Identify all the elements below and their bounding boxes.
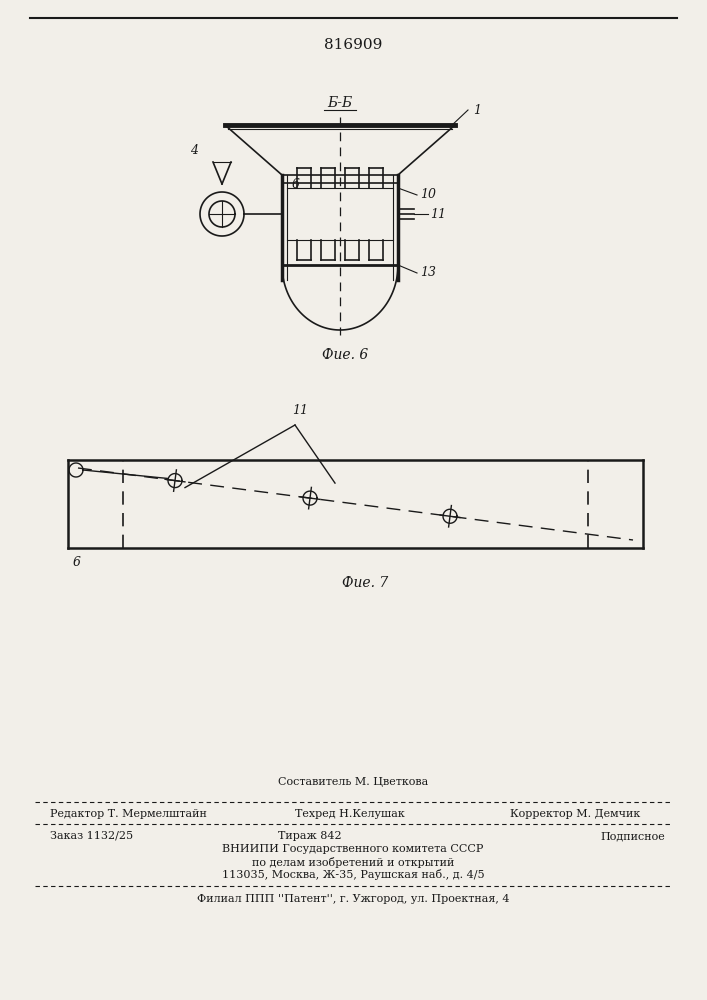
Text: 6: 6 — [292, 178, 300, 191]
Text: 11: 11 — [430, 208, 446, 221]
Text: Филиал ППП ''Патент'', г. Ужгород, ул. Проектная, 4: Филиал ППП ''Патент'', г. Ужгород, ул. П… — [197, 894, 509, 904]
Text: 13: 13 — [420, 266, 436, 279]
Text: Корректор М. Демчик: Корректор М. Демчик — [510, 809, 641, 819]
Text: Техред Н.Келушак: Техред Н.Келушак — [295, 809, 404, 819]
Text: Фие. 7: Фие. 7 — [342, 576, 389, 590]
Text: 10: 10 — [420, 188, 436, 202]
Text: 6: 6 — [73, 556, 81, 569]
Text: 816909: 816909 — [324, 38, 382, 52]
Text: Заказ 1132/25: Заказ 1132/25 — [50, 831, 133, 841]
Text: 113035, Москва, Ж-35, Раушская наб., д. 4/5: 113035, Москва, Ж-35, Раушская наб., д. … — [222, 869, 484, 880]
Text: Тираж 842: Тираж 842 — [278, 831, 341, 841]
Text: Фие. 6: Фие. 6 — [322, 348, 368, 362]
Text: Подписное: Подписное — [600, 831, 665, 841]
Text: по делам изобретений и открытий: по делам изобретений и открытий — [252, 856, 454, 867]
Text: Составитель М. Цветкова: Составитель М. Цветкова — [278, 777, 428, 787]
Text: 11: 11 — [292, 404, 308, 417]
Text: Б-Б: Б-Б — [327, 96, 353, 110]
Text: 4: 4 — [190, 144, 198, 157]
Text: Редактор Т. Мермелштайн: Редактор Т. Мермелштайн — [50, 809, 207, 819]
Text: ВНИИПИ Государственного комитета СССР: ВНИИПИ Государственного комитета СССР — [222, 844, 484, 854]
Text: 1: 1 — [473, 104, 481, 116]
